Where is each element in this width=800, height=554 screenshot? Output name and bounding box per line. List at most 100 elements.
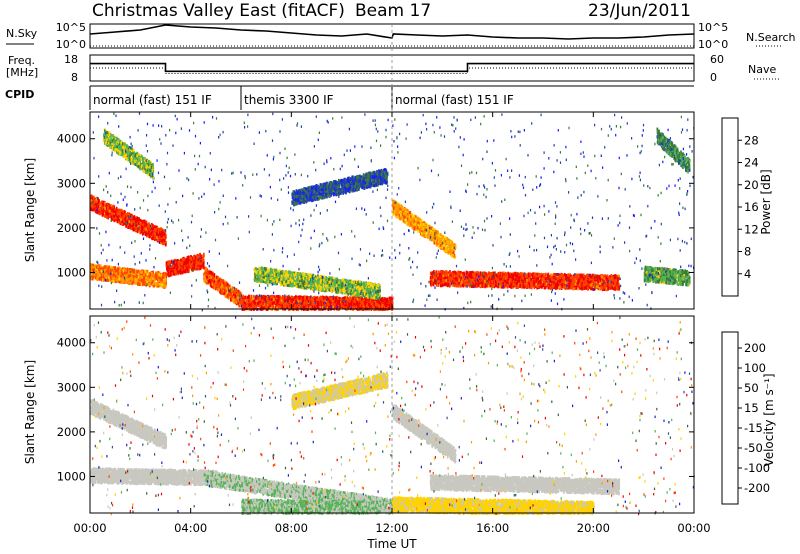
power-cell	[106, 275, 108, 278]
power-cell	[176, 267, 178, 270]
power-cell	[128, 213, 130, 216]
power-cell	[92, 268, 94, 271]
power-cell	[212, 286, 214, 289]
power-cell	[136, 229, 138, 232]
power-cell	[122, 210, 124, 213]
power-cell	[134, 278, 136, 281]
power-cell	[117, 217, 119, 220]
power-cell	[200, 262, 202, 265]
power-cell	[119, 278, 121, 281]
power-cell	[178, 264, 180, 267]
power-cell	[142, 227, 144, 230]
power-cell	[129, 223, 131, 226]
power-cell	[101, 270, 103, 273]
power-cell	[139, 228, 141, 231]
power-cell	[138, 276, 140, 279]
power-cell	[151, 237, 153, 240]
power-cell	[96, 205, 98, 208]
power-cell	[107, 279, 109, 282]
power-cell	[144, 270, 146, 273]
power-cell	[183, 269, 185, 272]
power-cell	[93, 268, 95, 271]
power-cell	[126, 214, 128, 217]
power-cell	[196, 255, 198, 258]
power-cell	[130, 282, 132, 285]
power-cell	[140, 271, 142, 274]
power-cell	[97, 265, 99, 268]
power-cell	[114, 267, 116, 270]
power-cell	[102, 214, 104, 217]
nsearch-label: N.Search	[746, 31, 796, 44]
power-cell	[210, 284, 212, 287]
power-cell	[160, 235, 162, 238]
power-cell	[163, 282, 165, 285]
power-cell	[226, 287, 228, 290]
power-cell	[156, 236, 158, 239]
power-cell	[92, 208, 94, 211]
power-cell	[146, 273, 148, 276]
power-cell	[119, 222, 121, 225]
noise-right-tick-bottom: 10^0	[698, 38, 728, 51]
power-cell	[93, 197, 95, 200]
power-cell	[161, 273, 163, 276]
power-cell	[215, 283, 217, 286]
power-cell	[156, 282, 158, 285]
power-cell	[215, 286, 217, 289]
power-cell	[135, 270, 137, 273]
power-cell	[171, 265, 173, 268]
power-cell	[197, 258, 199, 261]
power-cell	[150, 232, 152, 235]
power-cell	[127, 268, 129, 271]
power-cell	[104, 277, 106, 280]
power-cell	[125, 224, 127, 227]
power-cell	[104, 207, 106, 210]
power-cell	[136, 219, 138, 222]
power-cell	[137, 280, 139, 283]
power-cell	[117, 272, 119, 275]
power-cell	[116, 270, 118, 273]
power-cell	[144, 227, 146, 230]
power-cell	[120, 275, 122, 278]
power-cell	[155, 273, 157, 276]
power-cell	[141, 229, 143, 232]
power-cell	[323, 302, 325, 305]
power-cell	[134, 225, 136, 228]
power-cell	[97, 271, 99, 274]
power-cell	[161, 279, 163, 282]
power-cell	[181, 262, 183, 265]
power-cell	[119, 214, 121, 217]
power-cell	[104, 275, 106, 278]
power-cell	[174, 270, 176, 273]
power-cell	[194, 263, 196, 266]
power-cell	[123, 269, 125, 272]
power-cell	[147, 277, 149, 280]
power-cell	[135, 275, 137, 278]
power-cell	[100, 212, 102, 215]
power-cell	[211, 272, 213, 275]
power-cell	[139, 283, 141, 286]
power-cell	[128, 226, 130, 229]
cpid-segment-label: normal (fast) 151 IF	[395, 93, 514, 107]
power-cell	[177, 261, 179, 264]
power-cell	[165, 243, 167, 246]
power-cell	[124, 210, 126, 213]
power-cell	[113, 280, 115, 283]
power-cell	[239, 305, 241, 308]
power-cell	[206, 273, 208, 276]
power-cell	[202, 254, 204, 257]
power-cell	[116, 278, 118, 281]
power-cell	[170, 272, 172, 275]
power-cell	[234, 291, 236, 294]
power-cell	[139, 225, 141, 228]
power-cell	[243, 295, 245, 298]
power-cell	[145, 228, 147, 231]
power-cell	[108, 266, 110, 269]
power-cell	[125, 269, 127, 272]
power-cell	[239, 290, 241, 293]
power-cell	[95, 209, 97, 212]
power-cell	[184, 267, 186, 270]
power-cell	[154, 282, 156, 285]
power-cell	[145, 233, 147, 236]
power-cell	[141, 270, 143, 273]
power-cell	[226, 292, 228, 295]
